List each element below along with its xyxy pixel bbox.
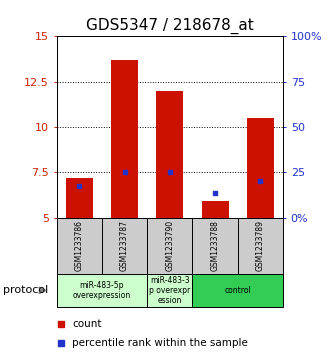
Text: protocol: protocol xyxy=(3,285,49,295)
Text: count: count xyxy=(73,319,102,329)
Bar xyxy=(147,274,192,307)
Text: miR-483-3
p overexpr
ession: miR-483-3 p overexpr ession xyxy=(149,276,190,305)
Bar xyxy=(192,218,238,274)
Text: control: control xyxy=(224,286,251,295)
Bar xyxy=(247,118,274,218)
Text: GSM1233788: GSM1233788 xyxy=(210,220,220,272)
Bar xyxy=(57,274,147,307)
Bar xyxy=(102,218,147,274)
Bar xyxy=(192,274,283,307)
Text: GSM1233789: GSM1233789 xyxy=(256,220,265,272)
Text: miR-483-5p
overexpression: miR-483-5p overexpression xyxy=(73,281,131,300)
Text: percentile rank within the sample: percentile rank within the sample xyxy=(73,338,248,348)
Bar xyxy=(147,218,192,274)
Bar xyxy=(66,178,93,218)
Bar xyxy=(57,218,102,274)
Bar xyxy=(201,201,229,218)
Bar xyxy=(156,91,183,218)
Bar xyxy=(111,60,138,218)
Text: GSM1233790: GSM1233790 xyxy=(165,220,174,272)
Title: GDS5347 / 218678_at: GDS5347 / 218678_at xyxy=(86,17,254,33)
Text: GSM1233787: GSM1233787 xyxy=(120,220,129,272)
Bar xyxy=(238,218,283,274)
Text: GSM1233786: GSM1233786 xyxy=(75,220,84,272)
